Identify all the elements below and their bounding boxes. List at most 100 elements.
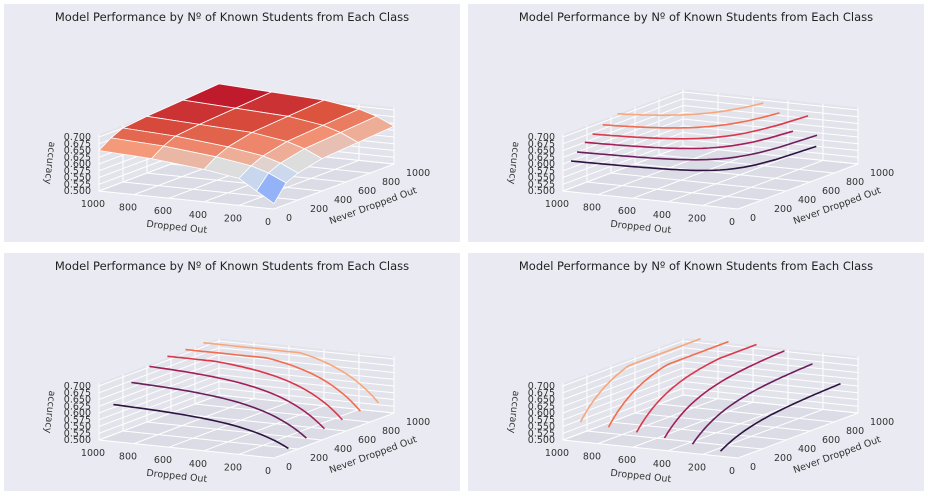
gridline-z xyxy=(562,111,859,158)
chart-title: Model Performance by Nº of Known Student… xyxy=(518,259,874,273)
contour-line xyxy=(617,102,764,116)
z-tick-label: 0.525 xyxy=(528,179,555,190)
z-tick-label: 0.675 xyxy=(64,139,91,150)
contour-line xyxy=(579,338,701,423)
x-tick-label: 800 xyxy=(583,452,601,463)
gridline-z xyxy=(98,380,395,427)
z-tick-label: 0.600 xyxy=(528,159,555,170)
gridline-z xyxy=(562,340,859,387)
contour-line xyxy=(602,112,780,129)
y-tick-label: 800 xyxy=(382,426,400,437)
gridline-z xyxy=(562,367,859,414)
x-tick-label: 800 xyxy=(119,203,137,214)
gridline-z xyxy=(562,131,859,178)
z-tick-label: 0.550 xyxy=(64,173,91,184)
floor-pane xyxy=(563,395,858,458)
z-tick-label: 0.650 xyxy=(528,395,555,406)
chart-panel-contour-z: 0 200 400 600 800 1000 0 200 400 600 800 1000 0.500 0… xyxy=(468,4,924,242)
x-tick-label: 200 xyxy=(224,462,242,473)
x-tick-label: 400 xyxy=(189,210,207,221)
y-tick-label: 200 xyxy=(774,453,792,464)
x-axis-label: Dropped Out xyxy=(610,468,672,485)
z-tick-label: 0.625 xyxy=(64,401,91,412)
gridline-z xyxy=(98,340,395,387)
x-tick-label: 400 xyxy=(653,459,671,470)
chart-panel-contour-y: 0 200 400 600 800 1000 0 200 400 600 800 1000 0.500 0… xyxy=(4,253,460,491)
contour-line xyxy=(570,145,817,172)
z-axis-label: accuracy xyxy=(42,141,57,185)
z-tick-label: 0.600 xyxy=(64,408,91,419)
z-tick-label: 0.675 xyxy=(528,388,555,399)
x-axis-label: Dropped Out xyxy=(146,468,208,485)
z-axis-label: accuracy xyxy=(506,141,521,185)
z-tick-label: 0.650 xyxy=(64,395,91,406)
gridline-z xyxy=(98,367,395,414)
y-tick-label: 0 xyxy=(286,462,292,473)
y-tick-label: 200 xyxy=(774,204,792,215)
z-tick-label: 0.675 xyxy=(64,388,91,399)
gridline-z xyxy=(98,394,395,441)
y-tick-label: 200 xyxy=(310,453,328,464)
y-tick-label: 1000 xyxy=(406,168,430,179)
x-tick-label: 400 xyxy=(189,459,207,470)
back-pane-x xyxy=(99,338,219,440)
z-tick-label: 0.525 xyxy=(64,179,91,190)
z-tick-label: 0.600 xyxy=(64,159,91,170)
contour-line xyxy=(577,134,818,161)
gridline-z xyxy=(98,353,395,400)
y-tick-label: 800 xyxy=(382,177,400,188)
x-tick-label: 0 xyxy=(265,466,271,477)
y-tick-label: 800 xyxy=(846,177,864,188)
z-tick-label: 0.500 xyxy=(64,186,91,197)
contour-line xyxy=(635,343,757,433)
y-tick-label: 600 xyxy=(822,435,840,446)
x-tick-label: 1000 xyxy=(545,199,569,210)
y-tick-label: 200 xyxy=(310,204,328,215)
x-tick-label: 600 xyxy=(618,455,636,466)
contour-line xyxy=(167,355,343,421)
chart-title: Model Performance by Nº of Known Student… xyxy=(54,259,410,273)
y-tick-label: 400 xyxy=(334,195,352,206)
gridline-z xyxy=(562,125,859,172)
z-tick-label: 0.700 xyxy=(64,381,91,392)
z-tick-label: 0.650 xyxy=(528,146,555,157)
z-tick-label: 0.700 xyxy=(528,132,555,143)
x-tick-label: 1000 xyxy=(545,448,569,459)
y-tick-label: 400 xyxy=(798,444,816,455)
y-tick-label: 0 xyxy=(286,213,292,224)
gridline-z xyxy=(562,353,859,400)
x-tick-label: 800 xyxy=(583,203,601,214)
contour-line xyxy=(592,115,809,140)
gridline-z xyxy=(562,380,859,427)
x-tick-label: 400 xyxy=(653,210,671,221)
floor-pane xyxy=(99,395,394,458)
gridline-z xyxy=(98,374,395,421)
z-tick-label: 0.575 xyxy=(528,415,555,426)
z-tick-label: 0.500 xyxy=(528,186,555,197)
x-axis-label: Dropped Out xyxy=(610,219,672,236)
gridline-z xyxy=(562,118,859,165)
x-tick-label: 200 xyxy=(688,462,706,473)
y-tick-label: 800 xyxy=(846,426,864,437)
y-tick-label: 0 xyxy=(750,213,756,224)
x-tick-label: 200 xyxy=(224,213,242,224)
back-pane-x xyxy=(563,338,683,440)
z-tick-label: 0.700 xyxy=(528,381,555,392)
x-tick-label: 600 xyxy=(618,206,636,217)
x-tick-label: 800 xyxy=(119,452,137,463)
z-tick-label: 0.550 xyxy=(528,422,555,433)
z-tick-label: 0.625 xyxy=(528,401,555,412)
z-tick-label: 0.625 xyxy=(528,152,555,163)
z-tick-label: 0.600 xyxy=(528,408,555,419)
chart-title: Model Performance by Nº of Known Student… xyxy=(54,10,410,24)
contour-line xyxy=(719,382,841,452)
y-tick-label: 600 xyxy=(822,186,840,197)
y-tick-label: 400 xyxy=(798,195,816,206)
x-tick-label: 600 xyxy=(154,455,172,466)
z-tick-label: 0.625 xyxy=(64,152,91,163)
z-axis-label: accuracy xyxy=(506,390,521,434)
x-axis-label: Dropped Out xyxy=(146,219,208,236)
chart-svg-contour-x: 02004006008001000020040060080010000.5000… xyxy=(506,338,894,485)
y-tick-label: 1000 xyxy=(870,168,894,179)
z-tick-label: 0.575 xyxy=(64,166,91,177)
